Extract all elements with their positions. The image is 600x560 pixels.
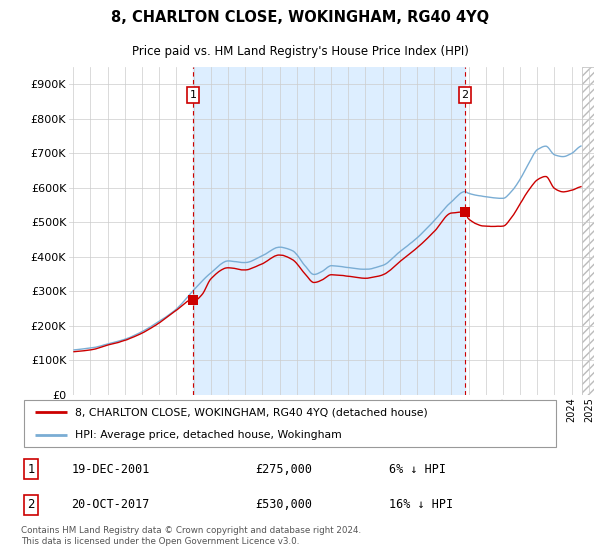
Text: 8, CHARLTON CLOSE, WOKINGHAM, RG40 4YQ: 8, CHARLTON CLOSE, WOKINGHAM, RG40 4YQ	[111, 10, 489, 25]
Text: 2: 2	[27, 498, 35, 511]
Text: 19-DEC-2001: 19-DEC-2001	[71, 463, 149, 475]
Bar	[581, 67, 594, 395]
Text: 2: 2	[461, 90, 469, 100]
Text: £275,000: £275,000	[256, 463, 313, 475]
FancyBboxPatch shape	[24, 400, 556, 447]
Text: Contains HM Land Registry data © Crown copyright and database right 2024.
This d: Contains HM Land Registry data © Crown c…	[21, 526, 361, 546]
Text: 20-OCT-2017: 20-OCT-2017	[71, 498, 149, 511]
Text: HPI: Average price, detached house, Wokingham: HPI: Average price, detached house, Woki…	[75, 430, 342, 440]
Text: 8, CHARLTON CLOSE, WOKINGHAM, RG40 4YQ (detached house): 8, CHARLTON CLOSE, WOKINGHAM, RG40 4YQ (…	[75, 407, 428, 417]
Text: £530,000: £530,000	[256, 498, 313, 511]
Text: 16% ↓ HPI: 16% ↓ HPI	[389, 498, 454, 511]
Text: 1: 1	[190, 90, 196, 100]
Bar	[581, 67, 594, 395]
Text: 6% ↓ HPI: 6% ↓ HPI	[389, 463, 446, 475]
Text: 1: 1	[27, 463, 35, 475]
Text: Price paid vs. HM Land Registry's House Price Index (HPI): Price paid vs. HM Land Registry's House …	[131, 45, 469, 58]
Bar	[193, 67, 465, 395]
